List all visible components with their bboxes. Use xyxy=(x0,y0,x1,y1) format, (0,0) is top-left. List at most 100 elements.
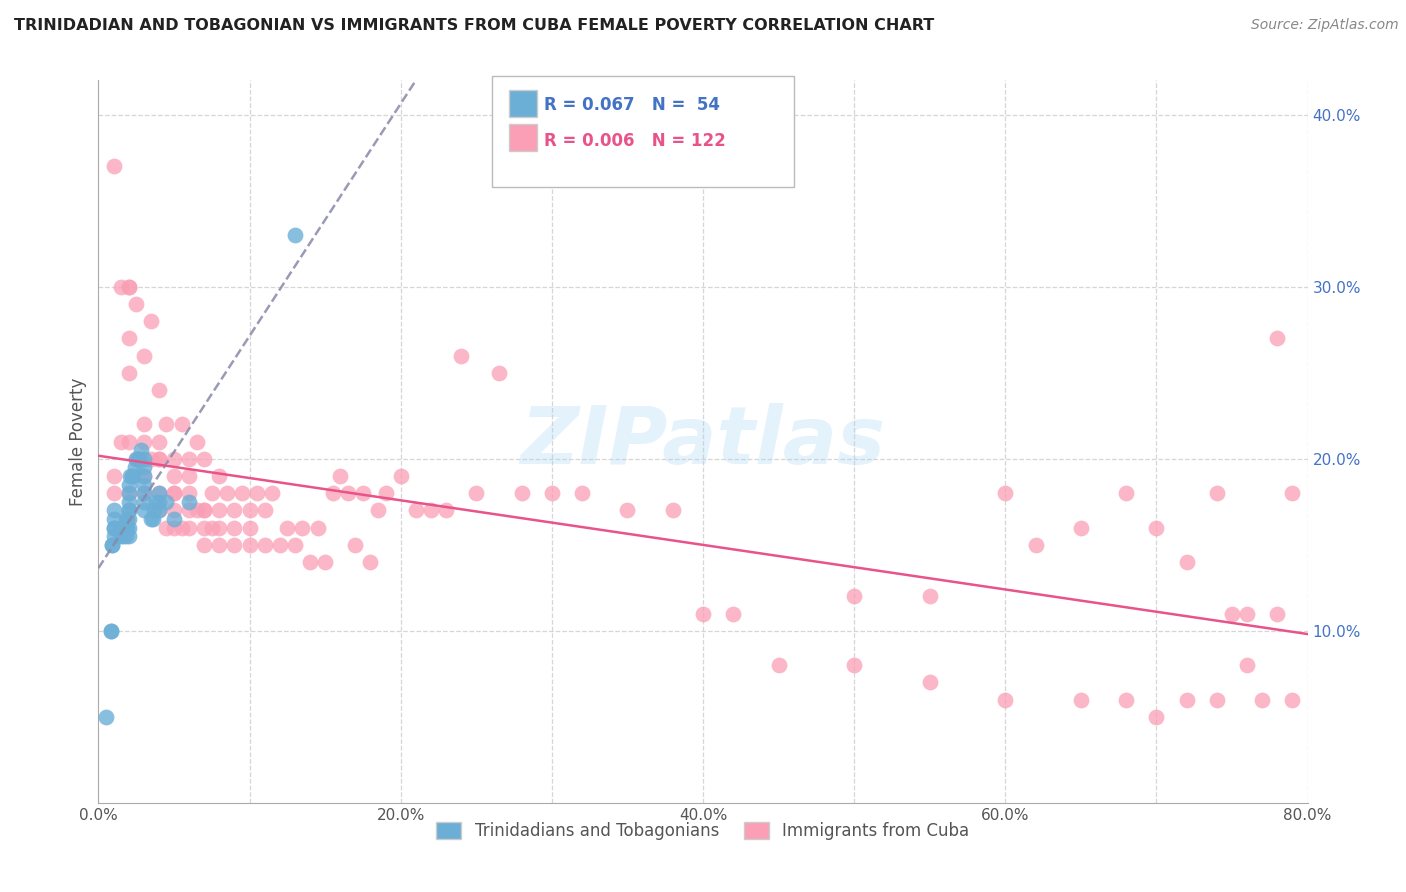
Point xyxy=(193,520,215,534)
Point xyxy=(103,520,125,534)
Point xyxy=(163,486,186,500)
Point xyxy=(571,486,593,500)
Point xyxy=(179,520,201,534)
Point xyxy=(141,512,163,526)
Point xyxy=(434,503,457,517)
Point xyxy=(122,469,145,483)
Point xyxy=(103,529,125,543)
Point xyxy=(132,486,155,500)
Point xyxy=(1236,607,1258,621)
Point xyxy=(193,451,215,466)
Point xyxy=(132,486,155,500)
Point xyxy=(269,538,291,552)
Point xyxy=(115,512,138,526)
Point xyxy=(918,590,941,604)
Point xyxy=(208,520,231,534)
Y-axis label: Female Poverty: Female Poverty xyxy=(69,377,87,506)
Point xyxy=(118,331,141,345)
Legend: Trinidadians and Tobagonians, Immigrants from Cuba: Trinidadians and Tobagonians, Immigrants… xyxy=(427,814,979,848)
Point xyxy=(118,279,141,293)
Point xyxy=(118,494,141,508)
Point xyxy=(110,520,132,534)
Point xyxy=(488,366,510,380)
Point xyxy=(723,607,745,621)
Point xyxy=(118,529,141,543)
Point xyxy=(239,520,262,534)
Point xyxy=(103,486,125,500)
Point xyxy=(114,512,136,526)
Point xyxy=(193,503,215,517)
Point xyxy=(118,279,141,293)
Point xyxy=(148,451,170,466)
Point xyxy=(179,451,201,466)
Point xyxy=(170,520,193,534)
Point xyxy=(208,538,231,552)
Point xyxy=(661,503,683,517)
Point xyxy=(1115,486,1137,500)
Point xyxy=(110,434,132,449)
Point xyxy=(120,469,142,483)
Point xyxy=(284,538,307,552)
Point xyxy=(224,538,246,552)
Point xyxy=(132,460,155,475)
Point xyxy=(352,486,374,500)
Point xyxy=(103,520,125,534)
Point xyxy=(307,520,329,534)
Point xyxy=(1175,555,1198,569)
Point xyxy=(110,529,132,543)
Point xyxy=(224,503,246,517)
Point xyxy=(103,503,125,517)
Point xyxy=(1070,520,1092,534)
Point xyxy=(100,624,122,638)
Point xyxy=(1175,692,1198,706)
Point xyxy=(314,555,336,569)
Point xyxy=(125,451,148,466)
Point xyxy=(208,469,231,483)
Point xyxy=(132,434,155,449)
Point xyxy=(148,486,170,500)
Point xyxy=(262,486,284,500)
Point xyxy=(118,366,141,380)
Point xyxy=(118,486,141,500)
Point xyxy=(405,503,427,517)
Point xyxy=(94,710,117,724)
Point xyxy=(128,451,150,466)
Point xyxy=(127,451,149,466)
Point xyxy=(1267,607,1289,621)
Point xyxy=(389,469,412,483)
Point xyxy=(110,279,132,293)
Point xyxy=(103,512,125,526)
Point xyxy=(231,486,253,500)
Point xyxy=(163,503,186,517)
Point xyxy=(148,503,170,517)
Point xyxy=(420,503,443,517)
Point xyxy=(148,503,170,517)
Point xyxy=(132,494,155,508)
Point xyxy=(132,503,155,517)
Point xyxy=(148,451,170,466)
Point xyxy=(170,417,193,432)
Point xyxy=(179,503,201,517)
Point xyxy=(132,451,155,466)
Point xyxy=(132,451,155,466)
Point xyxy=(163,469,186,483)
Point xyxy=(239,503,262,517)
Point xyxy=(118,434,141,449)
Point xyxy=(239,538,262,552)
Point xyxy=(112,520,135,534)
Point xyxy=(132,469,155,483)
Point xyxy=(1236,658,1258,673)
Point xyxy=(155,494,177,508)
Point xyxy=(844,658,866,673)
Point xyxy=(121,469,143,483)
Point xyxy=(148,434,170,449)
Point xyxy=(253,503,276,517)
Point xyxy=(1144,520,1167,534)
Point xyxy=(141,314,163,328)
Point xyxy=(179,469,201,483)
Point xyxy=(540,486,562,500)
Point xyxy=(276,520,298,534)
Point xyxy=(768,658,790,673)
Point xyxy=(118,520,141,534)
Point xyxy=(163,451,186,466)
